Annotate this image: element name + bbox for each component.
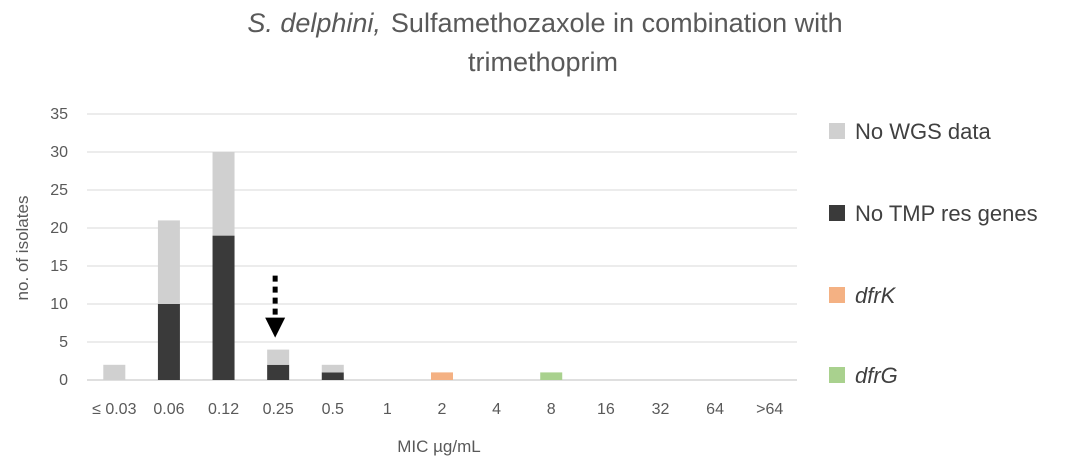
bar-segment — [157, 304, 180, 380]
legend-swatch — [829, 367, 845, 383]
x-tick-label: 0.06 — [153, 401, 184, 418]
legend-label: dfrG — [855, 363, 898, 388]
x-tick-label: >64 — [756, 401, 783, 418]
x-tick-label: 16 — [597, 401, 615, 418]
bar-segment — [431, 372, 453, 380]
y-tick-label: 30 — [50, 144, 68, 161]
legend: No WGS data No TMP res genes dfrK dfrG — [829, 119, 1038, 388]
x-tick-label: ≤ 0.03 — [92, 401, 136, 418]
x-axis-title: MIC µg/mL — [397, 437, 480, 456]
bar-segment — [321, 372, 344, 380]
gridlines — [87, 113, 797, 381]
bar-segment — [212, 235, 235, 380]
y-axis-title: no. of isolates — [13, 196, 32, 301]
x-tick-label: 0.5 — [322, 401, 344, 418]
chart-title-line2: trimethoprim — [468, 47, 618, 77]
chart-title-line1: S. delphini, Sulfamethozaxole in combinat… — [247, 8, 842, 38]
legend-label: No TMP res genes — [855, 201, 1038, 226]
y-tick-label: 15 — [50, 258, 68, 275]
y-tick-label: 35 — [50, 106, 68, 123]
x-tick-labels: ≤ 0.03 0.06 0.12 0.25 0.5 1 2 4 8 16 32 64 >64 — [92, 401, 783, 418]
x-tick-label: 0.12 — [208, 401, 239, 418]
y-tick-labels: 0 5 10 15 20 25 30 35 — [50, 106, 68, 389]
x-tick-label: 1 — [383, 401, 392, 418]
mic-breakpoint-arrow — [265, 275, 286, 338]
x-tick-label: 4 — [492, 401, 501, 418]
chart-title-italic: S. delphini, — [247, 8, 381, 38]
bar-segment — [267, 364, 290, 380]
x-tick-label: 0.25 — [263, 401, 294, 418]
y-tick-label: 10 — [50, 296, 68, 313]
x-tick-label: 2 — [438, 401, 447, 418]
bar-segment — [157, 220, 180, 304]
arrow-head — [265, 317, 286, 338]
y-tick-label: 25 — [50, 182, 68, 199]
x-tick-label: 64 — [706, 401, 724, 418]
legend-label: dfrK — [855, 283, 897, 308]
bar-segment — [103, 364, 126, 380]
y-tick-label: 20 — [50, 220, 68, 237]
x-tick-label: 32 — [652, 401, 670, 418]
x-tick-label: 8 — [547, 401, 556, 418]
bar-segment — [267, 349, 290, 365]
bar-segment — [321, 364, 344, 373]
legend-label: No WGS data — [855, 119, 991, 144]
chart-title-rest: Sulfamethozaxole in combination with — [391, 8, 843, 38]
bar-segment — [212, 152, 235, 236]
y-tick-label: 5 — [59, 334, 68, 351]
legend-swatch — [829, 205, 845, 221]
bars — [103, 152, 563, 380]
bar-segment — [540, 372, 563, 380]
legend-swatch — [829, 123, 845, 139]
legend-swatch — [829, 287, 845, 303]
y-tick-label: 0 — [59, 372, 68, 389]
